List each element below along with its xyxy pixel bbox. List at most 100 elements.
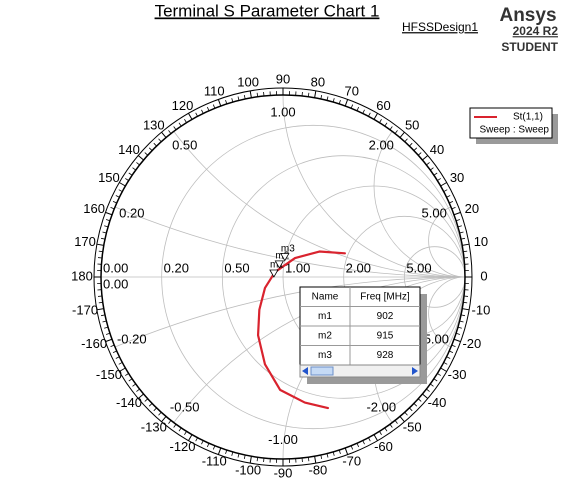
minor-tick (326, 453, 329, 458)
minor-tick (158, 138, 162, 143)
angle-label: 50 (405, 118, 419, 133)
angle-tick (217, 447, 222, 455)
minor-tick (100, 314, 106, 317)
angle-label: 150 (98, 170, 120, 185)
angle-tick (440, 182, 447, 187)
chart-title: Terminal S Parameter Chart 1 (155, 1, 380, 20)
minor-tick (362, 440, 365, 445)
legend-subtitle: Sweep : Sweep (480, 125, 550, 136)
reactance-label: -1.00 (268, 432, 298, 447)
minor-tick (389, 126, 393, 130)
table-freq: 902 (377, 311, 394, 322)
minor-tick (98, 301, 103, 304)
minor-tick (125, 373, 129, 376)
minor-tick (115, 195, 120, 198)
table-header: Freq [MHz] (360, 291, 410, 302)
reactance-label: 1.00 (270, 105, 295, 120)
reactance-arc (428, 276, 465, 351)
angle-label: 80 (311, 74, 325, 89)
reactance-label: 0.20 (119, 205, 144, 220)
minor-tick (178, 122, 182, 127)
angle-label: 120 (172, 98, 194, 113)
angle-label: 40 (430, 142, 444, 157)
resistance-circle (161, 124, 465, 430)
minor-tick (104, 225, 109, 228)
minor-tick (404, 138, 408, 143)
minor-tick (457, 326, 462, 329)
minor-tick (332, 451, 335, 456)
minor-tick (206, 443, 210, 448)
minor-tick (433, 172, 438, 176)
minor-tick (225, 99, 228, 105)
angle-tick (119, 367, 126, 372)
minor-tick (212, 104, 216, 109)
angle-label: -40 (428, 395, 447, 410)
resistance-label: 0.50 (224, 260, 249, 275)
minor-tick (195, 112, 198, 117)
minor-tick (195, 437, 198, 442)
minor-tick (144, 152, 149, 156)
version: 2024 R2 (513, 24, 559, 38)
minor-tick (426, 162, 430, 166)
minor-tick (394, 420, 398, 424)
marker-label: m3 (281, 243, 295, 254)
minor-tick (256, 92, 259, 97)
minor-tick (173, 126, 177, 130)
minor-tick (362, 109, 365, 114)
minor-tick (459, 231, 464, 234)
minor-tick (148, 403, 153, 407)
minor-tick (384, 122, 388, 127)
table (299, 286, 421, 378)
resistance-label: 1.00 (285, 260, 310, 275)
angle-tick (188, 113, 193, 120)
angle-tick (217, 99, 222, 107)
minor-tick (201, 440, 204, 445)
minor-tick (463, 301, 468, 304)
minor-tick (112, 350, 117, 354)
angle-label: 100 (237, 74, 259, 89)
minor-tick (451, 206, 456, 210)
minor-tick (148, 147, 153, 151)
minor-tick (168, 130, 172, 134)
minor-tick (173, 424, 177, 428)
minor-tick (463, 250, 468, 253)
minor-tick (115, 356, 120, 359)
reactance-label: -0.50 (170, 399, 200, 414)
angle-label: -130 (141, 419, 167, 434)
minor-tick (430, 383, 434, 387)
angle-tick (373, 434, 378, 441)
minor-tick (144, 398, 149, 402)
minor-tick (110, 206, 115, 210)
angle-label: -100 (235, 462, 261, 477)
angle-tick (119, 182, 126, 187)
angle-label: -110 (202, 454, 227, 469)
table-freq: 928 (377, 350, 394, 361)
angle-label: 0 (480, 268, 487, 283)
minor-tick (379, 119, 382, 123)
angle-label: -150 (96, 367, 122, 382)
angle-label: 10 (474, 234, 488, 249)
reactance-label: 5.00 (422, 205, 447, 220)
minor-tick (168, 420, 172, 424)
minor-tick (437, 178, 441, 181)
reactance-label: -0.20 (117, 331, 147, 346)
minor-tick (105, 219, 111, 222)
minor-tick (417, 152, 422, 156)
resistance-label: 2.00 (346, 260, 371, 275)
minor-tick (433, 378, 438, 382)
minor-tick (158, 411, 162, 416)
minor-tick (153, 142, 157, 147)
minor-tick (237, 96, 240, 101)
angle-tick (161, 416, 167, 423)
reactance-label: 2.00 (369, 137, 394, 152)
minor-tick (307, 457, 310, 462)
minor-tick (460, 314, 466, 317)
minor-tick (178, 427, 182, 432)
minor-tick (368, 112, 371, 117)
minor-tick (320, 454, 323, 460)
angle-label: -60 (374, 439, 393, 454)
minor-tick (118, 362, 123, 365)
angle-tick (137, 393, 144, 399)
minor-tick (356, 106, 360, 111)
minor-tick (404, 411, 408, 416)
